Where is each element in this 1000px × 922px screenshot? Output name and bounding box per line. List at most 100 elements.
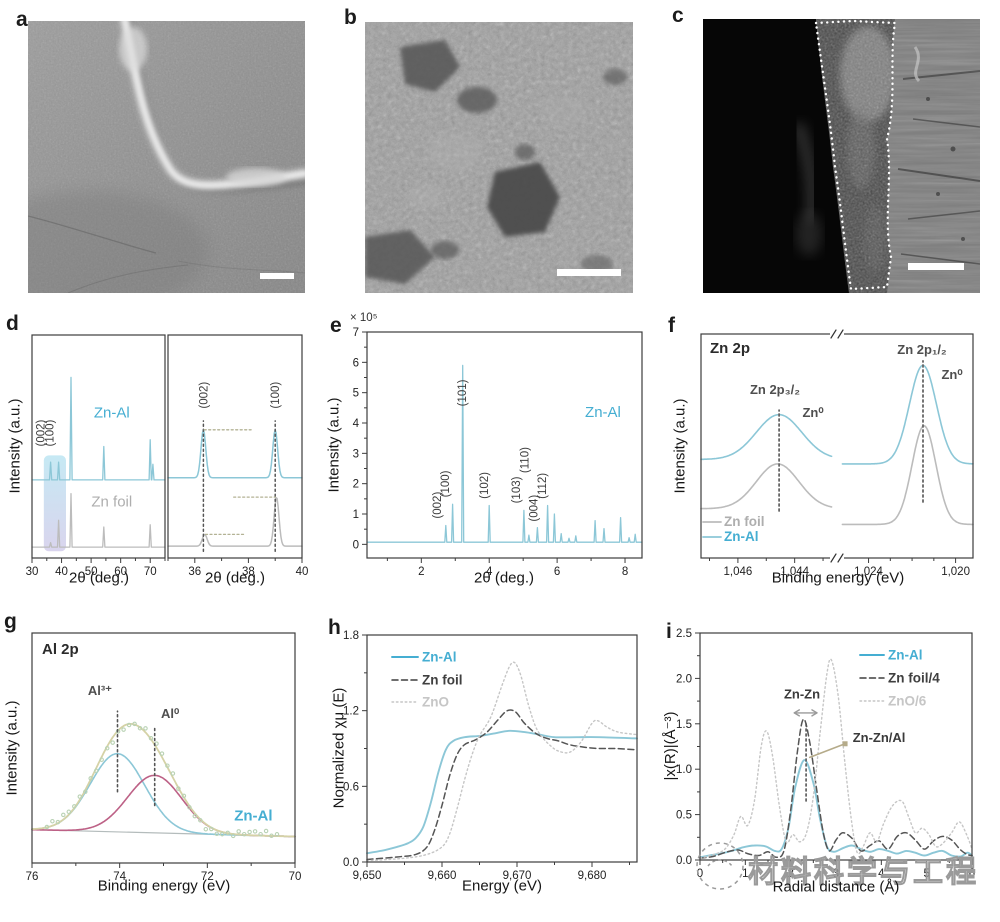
watermark-text: 材料科学与工程 xyxy=(748,855,979,889)
x-tick-label: 6 xyxy=(969,868,975,880)
axis-break-gap xyxy=(830,556,844,560)
xps-trace-Zn foil xyxy=(700,463,833,510)
raw-data-point xyxy=(143,726,148,731)
panel-label-e: e xyxy=(330,314,342,337)
sem-a-bright-spot xyxy=(119,27,147,71)
y-tick-label: 2 xyxy=(353,479,359,491)
x-axis-title-d-left: 2θ (deg.) xyxy=(68,569,130,587)
watermark-logo xyxy=(696,842,744,890)
raw-data-point xyxy=(72,804,77,809)
x-tick-label: 9,660 xyxy=(428,870,457,882)
raw-data-point xyxy=(159,751,165,756)
y-axis-multiplier-e: × 10⁵ xyxy=(350,312,378,324)
raw-data-point xyxy=(252,829,258,834)
y-tick-label: 7 xyxy=(353,327,359,339)
series-label: Zn-Al xyxy=(94,405,130,422)
exafs-trace-Zn foil/4 xyxy=(699,718,973,859)
y-tick-label: 0 xyxy=(353,539,359,551)
xanes-trace-ZnO xyxy=(366,661,638,862)
x-tick-label: 40 xyxy=(296,566,309,578)
x-tick-label: 1,020 xyxy=(941,566,970,578)
y-tick-label: 6 xyxy=(353,357,359,369)
x-tick-label: 9,670 xyxy=(503,870,532,882)
peak-label: (100) xyxy=(44,419,56,446)
xrd-trace-Zn-Al xyxy=(167,429,303,479)
x-tick-label: 36 xyxy=(188,566,201,578)
legend-label: Zn-Al xyxy=(888,648,923,663)
x-tick-label: 38 xyxy=(242,566,255,578)
raw-data-point xyxy=(209,826,214,832)
y-tick-label: 1.5 xyxy=(676,719,692,731)
scale-bar xyxy=(557,269,621,276)
xrd-trace-Zn-Al xyxy=(31,376,166,481)
raw-data-point xyxy=(225,830,230,836)
axis-break-mark xyxy=(830,329,837,339)
peak-label: (103) xyxy=(511,476,523,503)
raw-data-point xyxy=(170,771,176,776)
x-tick-label: 76 xyxy=(26,871,39,883)
raw-data-point xyxy=(165,763,170,768)
raw-data-point xyxy=(44,824,50,830)
x-axis-title-e: 2θ (deg.) xyxy=(473,569,535,587)
raw-data-point xyxy=(263,828,269,834)
peak-label: (002) xyxy=(198,382,210,409)
raw-data-point xyxy=(110,740,115,745)
x-tick-label: 1 xyxy=(742,868,748,880)
raw-data-point xyxy=(104,745,110,751)
y-tick-label: 0.0 xyxy=(676,855,692,867)
legend-label: Zn-Al xyxy=(724,529,759,544)
y-tick-label: 2.5 xyxy=(676,628,692,640)
axis-break-gap xyxy=(830,332,844,336)
pointer-line xyxy=(808,742,846,759)
y-tick-label: 5 xyxy=(353,388,359,400)
raw-data-point xyxy=(203,826,209,832)
sem-a-crack xyxy=(28,215,157,254)
axis-break-mark xyxy=(830,553,837,563)
raw-data-point xyxy=(198,818,203,823)
x-tick-label: 1,024 xyxy=(854,566,883,578)
x-axis-title-g: Binding energy (eV) xyxy=(97,877,231,895)
panel-label-g: g xyxy=(4,610,17,633)
legend-label: Zn foil xyxy=(724,514,765,529)
peak-label: (100) xyxy=(270,382,282,409)
raw-data-point xyxy=(61,812,66,818)
annotation: Zn 2p₃/₂ xyxy=(750,382,800,397)
raw-data-point xyxy=(176,786,181,791)
xrd-trace-Zn-Al xyxy=(366,364,643,543)
exafs-trace-Zn-Al xyxy=(699,759,973,859)
sem-image-b xyxy=(365,22,633,293)
xanes-trace-Zn foil xyxy=(366,709,638,861)
x-axis-title-f: Binding energy (eV) xyxy=(771,569,905,587)
x-tick-label: 5 xyxy=(923,868,929,880)
scale-bar xyxy=(260,273,294,279)
y-tick-label: 1.2 xyxy=(343,706,359,718)
panel-label-f: f xyxy=(668,314,675,337)
raw-data-point xyxy=(181,793,187,799)
y-tick-label: 0.6 xyxy=(343,781,359,793)
axis-box xyxy=(167,334,303,559)
sem-b-light-patches xyxy=(407,96,589,209)
peak-label: (100) xyxy=(440,470,452,497)
peak-label: (101) xyxy=(457,379,469,406)
raw-data-point xyxy=(77,794,83,799)
plot-title: Al 2p xyxy=(42,641,79,658)
raw-data-point xyxy=(236,829,241,834)
raw-data-point xyxy=(241,831,247,837)
peak-label: (102) xyxy=(479,472,491,499)
y-tick-label: 1.0 xyxy=(676,764,692,776)
plot-title: Zn 2p xyxy=(710,340,750,357)
peak-label: (002) xyxy=(432,492,444,519)
sem-c-wisp-blob xyxy=(796,212,822,256)
x-tick-label: 74 xyxy=(113,871,126,883)
panel-label-d: d xyxy=(6,312,19,335)
y-axis-title-d: Intensity (a.u.) xyxy=(6,398,24,494)
xrd-trace-Zn foil xyxy=(31,492,166,548)
raw-data-point xyxy=(214,831,220,837)
series-label: Zn-Al xyxy=(585,404,621,421)
raw-data-point xyxy=(132,721,137,727)
raw-data-point xyxy=(99,757,104,762)
sem-a-crack xyxy=(67,264,189,293)
raw-data-point xyxy=(148,736,154,741)
